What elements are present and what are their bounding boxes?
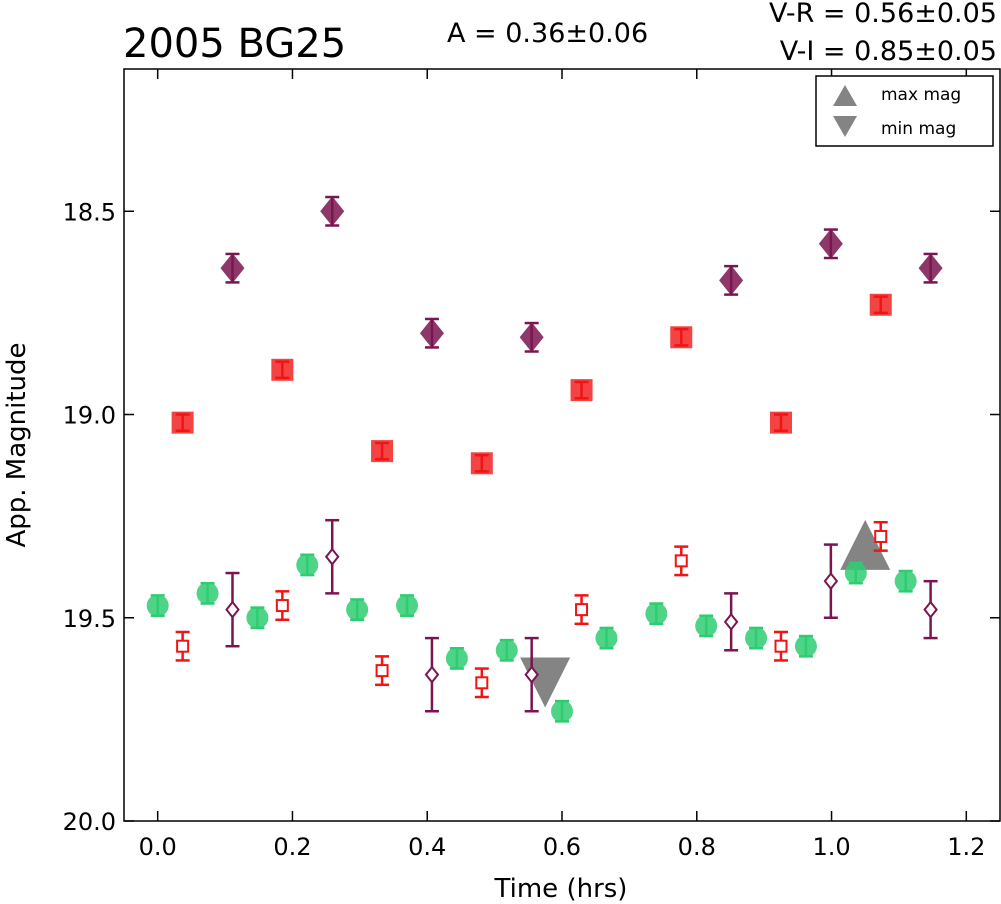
data-point-diamond-open [825, 574, 837, 589]
max-mag-marker [840, 520, 890, 570]
data-point-diamond [919, 253, 943, 283]
data-point-square [770, 412, 792, 434]
x-axis-label: Time (hrs) [494, 874, 628, 904]
data-point-diamond [819, 229, 843, 259]
data-point-diamond [320, 196, 344, 226]
x-tick-label: 0.0 [139, 833, 177, 861]
x-tick-label: 0.2 [273, 833, 311, 861]
v-r-annotation: V-R = 0.56±0.05 [769, 0, 997, 29]
data-point-diamond [719, 265, 743, 295]
data-point-square [271, 359, 293, 381]
data-point-circle [496, 639, 518, 661]
data-point-circle [745, 627, 767, 649]
legend-max-mag-label: max mag [881, 85, 961, 105]
data-point-circle [446, 647, 468, 669]
v-i-annotation: V-I = 0.85±0.05 [780, 36, 997, 67]
data-point-diamond-open [925, 602, 937, 617]
data-point-square-open [776, 641, 787, 652]
data-point-diamond [220, 253, 244, 283]
x-tick-label: 0.4 [408, 833, 446, 861]
data-point-circle [396, 595, 418, 617]
data-point-square-open [576, 604, 587, 615]
data-point-circle [346, 599, 368, 621]
y-tick-label: 19.5 [63, 605, 116, 633]
data-point-circle [695, 615, 717, 637]
data-point-square [471, 452, 493, 474]
data-point-square [172, 412, 194, 434]
data-point-diamond-open [226, 602, 238, 617]
legend-min-mag-label: min mag [881, 119, 956, 139]
data-point-circle [845, 562, 867, 584]
data-point-square-open [177, 641, 188, 652]
data-point-diamond-open [326, 549, 338, 564]
y-axis-label: App. Magnitude [2, 342, 32, 547]
data-point-diamond [520, 322, 544, 352]
x-tick-label: 0.8 [678, 833, 716, 861]
data-point-circle [645, 603, 667, 625]
x-tick-label: 0.6 [543, 833, 581, 861]
legend: max mag min mag [816, 76, 993, 146]
data-point-circle [147, 595, 169, 617]
data-point-square [571, 379, 593, 401]
data-point-square-open [476, 677, 487, 688]
data-point-circle [296, 554, 318, 576]
data-point-square [371, 440, 393, 462]
amplitude-annotation: A = 0.36±0.06 [447, 18, 648, 49]
data-point-circle [795, 635, 817, 657]
data-point-diamond-open [426, 667, 438, 682]
data-point-circle [551, 700, 573, 722]
data-point-square-open [277, 600, 288, 611]
chart-title: 2005 BG25 [123, 21, 346, 67]
plot-area [147, 196, 943, 722]
y-tick-label: 19.0 [63, 402, 116, 430]
data-point-circle [246, 607, 268, 629]
data-point-circle [895, 570, 917, 592]
axis-ticks: 0.0 0.2 0.4 0.6 0.8 1.0 1.2 18.5 19.0 19.5 20.0 [63, 69, 1000, 861]
data-point-square-open [377, 665, 388, 676]
data-point-diamond [420, 318, 444, 348]
data-point-circle [595, 627, 617, 649]
light-curve-chart: 2005 BG25 A = 0.36±0.06 V-R = 0.56±0.05 … [0, 0, 1001, 904]
x-tick-label: 1.2 [947, 833, 985, 861]
data-point-square-open [875, 531, 886, 542]
y-tick-label: 20.0 [63, 808, 116, 836]
data-point-circle [197, 582, 219, 604]
y-tick-label: 18.5 [63, 198, 116, 226]
data-point-square [870, 294, 892, 316]
x-tick-label: 1.0 [812, 833, 850, 861]
data-point-square-open [676, 555, 687, 566]
data-point-diamond-open [725, 614, 737, 629]
data-point-square [670, 326, 692, 348]
